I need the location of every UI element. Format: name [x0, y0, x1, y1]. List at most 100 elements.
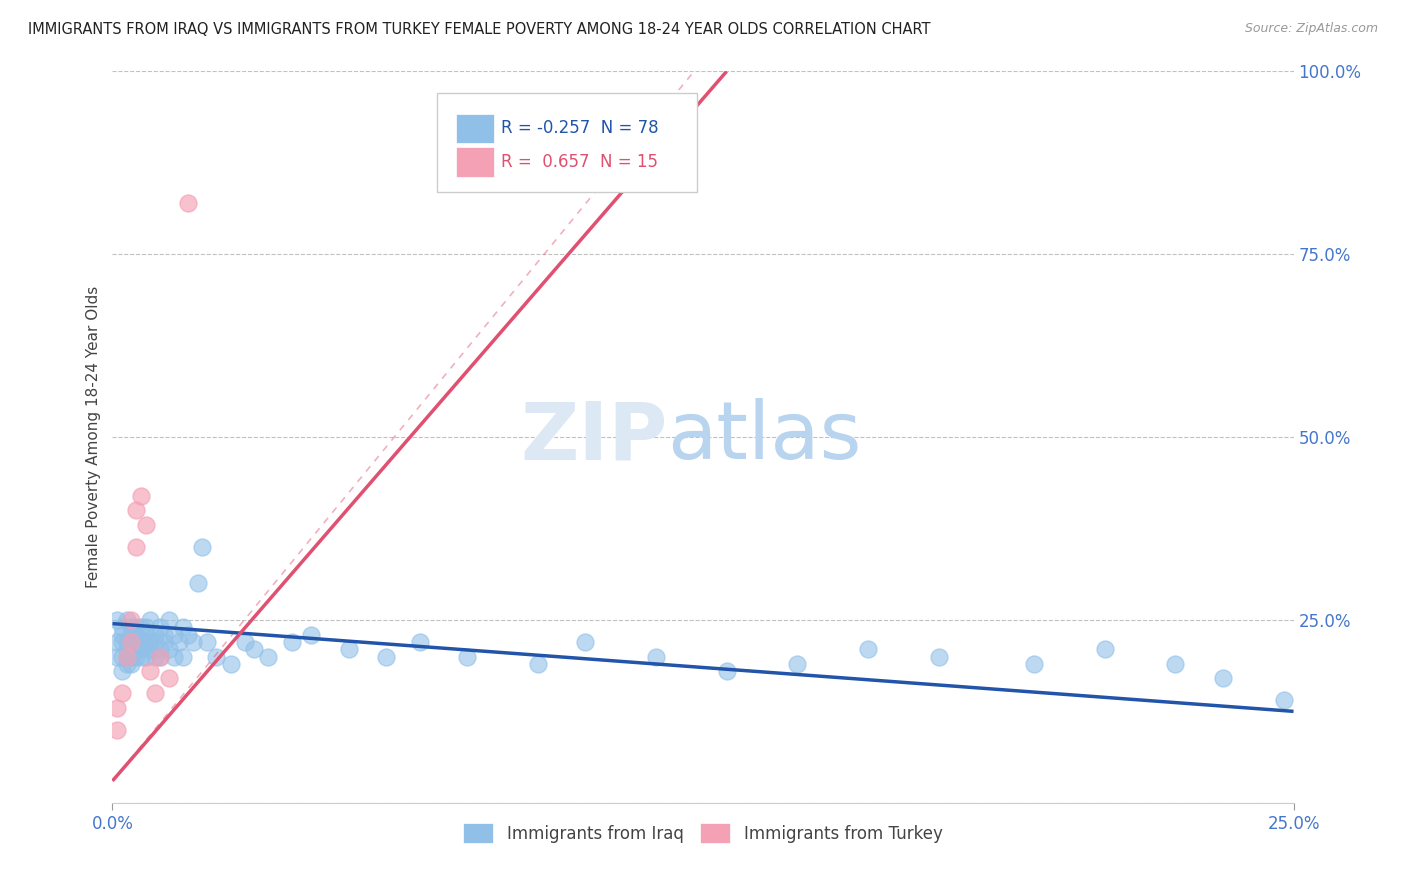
Point: [191, 540, 214, 554]
Point: [167, 635, 190, 649]
Point: [135, 517, 157, 532]
Point: [157, 672, 180, 686]
Point: [129, 649, 152, 664]
Point: [111, 627, 134, 641]
Point: [257, 649, 280, 664]
Point: [157, 642, 180, 657]
Point: [111, 620, 134, 634]
Point: [125, 649, 148, 664]
Point: [858, 642, 880, 657]
Point: [375, 649, 398, 664]
Point: [115, 642, 138, 657]
Point: [408, 635, 430, 649]
Y-axis label: Female Poverty Among 18-24 Year Olds: Female Poverty Among 18-24 Year Olds: [86, 286, 101, 588]
Point: [219, 657, 242, 671]
Point: [163, 649, 186, 664]
Point: [139, 635, 162, 649]
Point: [149, 649, 172, 664]
Point: [129, 620, 152, 634]
Text: atlas: atlas: [668, 398, 862, 476]
Point: [120, 627, 142, 641]
Text: R =  0.657  N = 15: R = 0.657 N = 15: [501, 153, 658, 171]
Point: [186, 576, 208, 591]
Point: [111, 635, 134, 649]
Point: [1212, 672, 1234, 686]
FancyBboxPatch shape: [437, 94, 697, 192]
Point: [153, 627, 176, 641]
Point: [172, 620, 194, 634]
Point: [243, 642, 266, 657]
Point: [135, 620, 157, 634]
Point: [281, 635, 304, 649]
Point: [120, 613, 142, 627]
Point: [120, 642, 142, 657]
Point: [125, 503, 148, 517]
Point: [111, 649, 134, 664]
Point: [143, 635, 166, 649]
Text: ZIP: ZIP: [520, 398, 668, 476]
Point: [299, 627, 322, 641]
Point: [111, 686, 134, 700]
Point: [125, 620, 148, 634]
Point: [928, 649, 950, 664]
Point: [125, 642, 148, 657]
Point: [125, 627, 148, 641]
Point: [115, 649, 138, 664]
FancyBboxPatch shape: [456, 114, 494, 143]
Point: [125, 540, 148, 554]
Point: [149, 620, 172, 634]
Point: [172, 649, 194, 664]
Point: [233, 635, 256, 649]
Point: [337, 642, 360, 657]
Point: [786, 657, 808, 671]
Point: [526, 657, 548, 671]
Point: [115, 613, 138, 627]
Point: [135, 635, 157, 649]
Point: [143, 627, 166, 641]
Point: [105, 723, 128, 737]
Point: [149, 642, 172, 657]
Point: [139, 664, 162, 678]
Point: [115, 635, 138, 649]
Point: [574, 635, 596, 649]
Point: [181, 635, 204, 649]
Point: [129, 489, 152, 503]
Point: [105, 649, 128, 664]
Point: [105, 635, 128, 649]
Point: [205, 649, 228, 664]
Point: [105, 700, 128, 714]
Point: [135, 649, 157, 664]
Text: Source: ZipAtlas.com: Source: ZipAtlas.com: [1244, 22, 1378, 36]
Point: [120, 635, 142, 649]
Point: [1094, 642, 1116, 657]
Point: [1272, 693, 1295, 707]
Point: [456, 649, 478, 664]
Point: [143, 649, 166, 664]
Point: [153, 635, 176, 649]
Point: [716, 664, 738, 678]
Point: [111, 664, 134, 678]
Point: [115, 657, 138, 671]
Point: [163, 627, 186, 641]
Point: [115, 649, 138, 664]
Point: [139, 613, 162, 627]
Point: [129, 642, 152, 657]
Point: [149, 649, 172, 664]
Point: [120, 620, 142, 634]
Point: [177, 627, 200, 641]
Point: [129, 635, 152, 649]
Legend: Immigrants from Iraq, Immigrants from Turkey: Immigrants from Iraq, Immigrants from Tu…: [457, 817, 949, 849]
Point: [195, 635, 218, 649]
Point: [157, 613, 180, 627]
Point: [139, 642, 162, 657]
Point: [105, 613, 128, 627]
Point: [1022, 657, 1045, 671]
Point: [644, 649, 666, 664]
Point: [143, 686, 166, 700]
Text: R = -0.257  N = 78: R = -0.257 N = 78: [501, 120, 658, 137]
Point: [135, 627, 157, 641]
FancyBboxPatch shape: [456, 147, 494, 177]
Point: [125, 635, 148, 649]
Text: IMMIGRANTS FROM IRAQ VS IMMIGRANTS FROM TURKEY FEMALE POVERTY AMONG 18-24 YEAR O: IMMIGRANTS FROM IRAQ VS IMMIGRANTS FROM …: [28, 22, 931, 37]
Point: [120, 635, 142, 649]
